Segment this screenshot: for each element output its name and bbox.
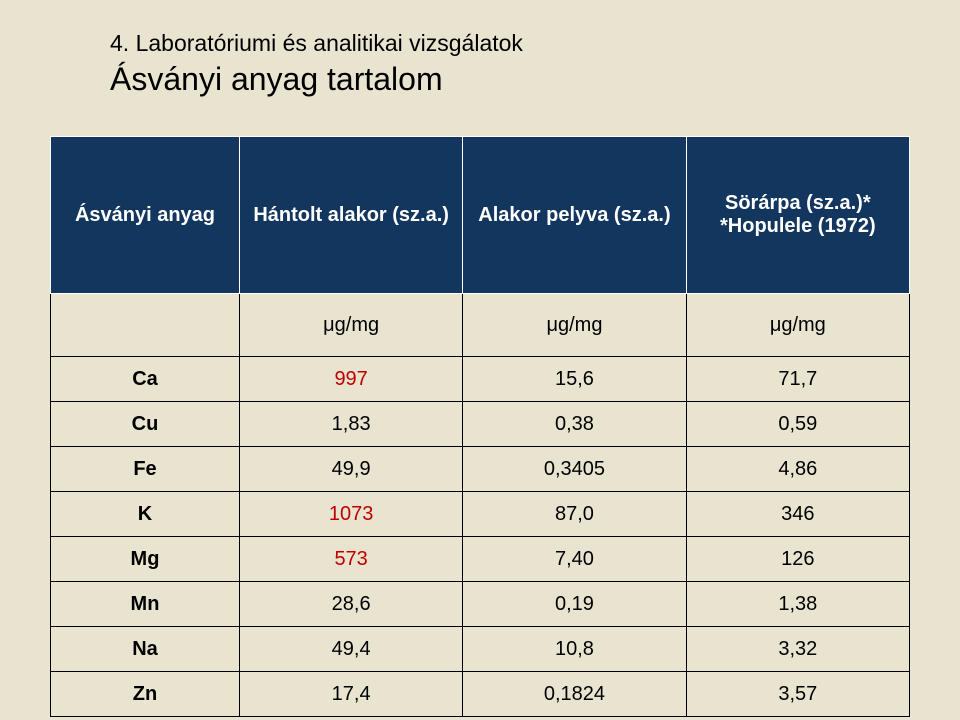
row-value-1: 573 xyxy=(239,537,462,582)
table-row: Mg5737,40126 xyxy=(51,537,910,582)
row-value-2: 7,40 xyxy=(463,537,686,582)
row-label: Zn xyxy=(51,672,240,717)
units-col-3: μg/mg xyxy=(686,294,909,357)
row-label: Mg xyxy=(51,537,240,582)
row-value-1: 28,6 xyxy=(239,582,462,627)
row-value-1: 1073 xyxy=(239,492,462,537)
row-value-3: 71,7 xyxy=(686,357,909,402)
table-row: Ca99715,671,7 xyxy=(51,357,910,402)
row-value-2: 0,3405 xyxy=(463,447,686,492)
heading-line2: Ásványi anyag tartalom xyxy=(110,61,910,98)
row-value-3: 1,38 xyxy=(686,582,909,627)
row-value-2: 10,8 xyxy=(463,627,686,672)
row-value-2: 0,38 xyxy=(463,402,686,447)
header-col-3: Sörárpa (sz.a.)* *Hopulele (1972) xyxy=(686,137,909,294)
row-value-3: 346 xyxy=(686,492,909,537)
header-col-2: Alakor pelyva (sz.a.) xyxy=(463,137,686,294)
table-header-row: Ásványi anyag Hántolt alakor (sz.a.) Ala… xyxy=(51,137,910,294)
units-col-2: μg/mg xyxy=(463,294,686,357)
slide-heading: 4. Laboratóriumi és analitikai vizsgálat… xyxy=(110,30,910,98)
row-label: Ca xyxy=(51,357,240,402)
header-col-0: Ásványi anyag xyxy=(51,137,240,294)
row-value-3: 126 xyxy=(686,537,909,582)
row-value-1: 17,4 xyxy=(239,672,462,717)
units-col-1: μg/mg xyxy=(239,294,462,357)
table-row: Mn28,60,191,38 xyxy=(51,582,910,627)
row-value-3: 4,86 xyxy=(686,447,909,492)
table-row: K107387,0346 xyxy=(51,492,910,537)
row-label: Mn xyxy=(51,582,240,627)
row-value-1: 1,83 xyxy=(239,402,462,447)
row-value-3: 0,59 xyxy=(686,402,909,447)
units-row: μg/mg μg/mg μg/mg xyxy=(51,294,910,357)
header-col-1: Hántolt alakor (sz.a.) xyxy=(239,137,462,294)
row-label: Fe xyxy=(51,447,240,492)
row-value-1: 997 xyxy=(239,357,462,402)
table-body: μg/mg μg/mg μg/mg Ca99715,671,7Cu1,830,3… xyxy=(51,294,910,717)
heading-line1: 4. Laboratóriumi és analitikai vizsgálat… xyxy=(110,30,910,57)
row-label: Na xyxy=(51,627,240,672)
slide: 4. Laboratóriumi és analitikai vizsgálat… xyxy=(0,0,960,720)
mineral-table: Ásványi anyag Hántolt alakor (sz.a.) Ala… xyxy=(50,136,910,717)
row-value-3: 3,32 xyxy=(686,627,909,672)
row-value-2: 15,6 xyxy=(463,357,686,402)
row-value-2: 0,1824 xyxy=(463,672,686,717)
table-row: Zn17,40,18243,57 xyxy=(51,672,910,717)
row-label: Cu xyxy=(51,402,240,447)
table-row: Fe49,90,34054,86 xyxy=(51,447,910,492)
row-value-2: 0,19 xyxy=(463,582,686,627)
row-value-1: 49,9 xyxy=(239,447,462,492)
row-value-3: 3,57 xyxy=(686,672,909,717)
row-value-1: 49,4 xyxy=(239,627,462,672)
table-row: Na49,410,83,32 xyxy=(51,627,910,672)
table-row: Cu1,830,380,59 xyxy=(51,402,910,447)
units-col-0 xyxy=(51,294,240,357)
row-label: K xyxy=(51,492,240,537)
row-value-2: 87,0 xyxy=(463,492,686,537)
